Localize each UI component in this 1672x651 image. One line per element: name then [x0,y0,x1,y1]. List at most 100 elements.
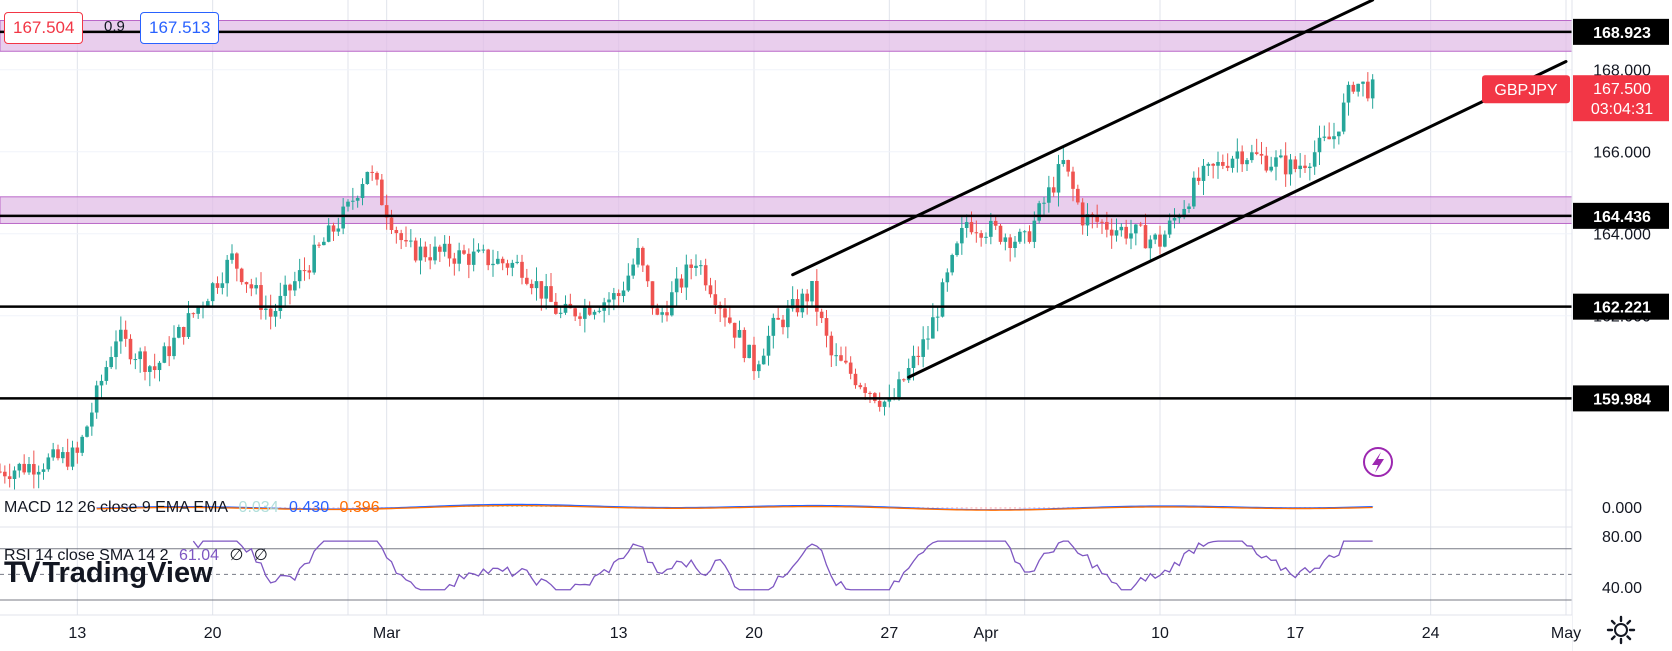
tradingview-mark-icon: TV [4,556,40,589]
candle-body [1303,165,1307,169]
candle-body [684,264,689,288]
candle-body [887,398,892,402]
candle-body [699,265,703,267]
channel-upper-line [791,0,1375,277]
candle-body [694,265,698,268]
candle-body [7,476,12,480]
candle-body [1283,155,1288,175]
candle-body [1056,164,1061,193]
candle-body [56,449,60,459]
candle-body [752,344,756,372]
time-tick-label: May [1551,625,1581,642]
macd-legend[interactable]: MACD 12 26 close 9 EMA EMA 0.034 0.430 0… [4,499,386,517]
candle-body [1356,83,1360,92]
candle-body [940,282,945,317]
candle-body [974,232,979,234]
candle-body [1138,224,1143,226]
time-tick-label: Apr [974,625,1000,642]
candle-body [1230,158,1235,168]
candle-body [365,171,370,184]
candle-body [882,401,887,407]
candle-body [742,329,747,359]
candle-body [32,464,36,475]
candle-body [283,284,287,296]
rsi-axis-label: 40.00 [1602,580,1642,597]
candle-body [897,379,901,398]
rsi-legend[interactable]: RSI 14 close SMA 14 2 61.04 ∅ ∅ [4,545,274,565]
candle-body [486,249,490,266]
symbol-name: GBPJPY [1494,82,1557,99]
candle-body [1109,229,1114,236]
candle-body [413,240,418,261]
level-price-label: 162.221 [1593,300,1651,317]
candle-body [128,338,133,360]
candle-body [46,457,51,470]
candle-body [950,255,954,273]
candle-body [834,355,838,357]
level-price-tag [1573,202,1669,229]
candle-body [1201,165,1206,181]
bid-price[interactable]: 167.504 [4,12,84,44]
candle-body [607,299,611,303]
candle-body [326,225,331,242]
candle-body [177,326,181,338]
candle-body [1341,102,1346,132]
candle-body [157,362,162,371]
time-tick-label: 13 [610,625,628,642]
candle-body [481,249,486,251]
candle-body [360,183,365,198]
candle-body [152,366,157,371]
candle-body [815,280,819,312]
candle-body [844,360,848,363]
candle-body [829,335,834,356]
candle-body [931,317,935,339]
candle-body [138,351,142,360]
candle-body [805,293,809,302]
candle-body [1042,202,1046,204]
macd-value: 0.430 [289,499,330,516]
candle-body [984,236,988,238]
candle-body [636,247,640,265]
candle-body [70,447,75,467]
candle-body [1037,203,1041,221]
candle-body [626,275,631,291]
candle-body [80,436,84,453]
candle-body [438,246,442,252]
candle-body [273,310,278,317]
tradingview-logo[interactable]: TV TradingView [4,555,213,591]
candle-body [1221,162,1225,166]
candle-body [1250,152,1254,161]
level-price-tag [1573,385,1669,412]
candle-body [848,362,853,374]
candle-body [771,317,776,336]
candle-body [1134,224,1138,234]
candle-body [945,272,950,283]
macd-title: MACD 12 26 close 9 EMA EMA [4,499,229,516]
candle-body [346,201,350,207]
time-axis-bg [0,615,1572,651]
resistance-zone [0,196,1573,224]
candle-body [616,293,621,297]
candle-body [998,225,1003,242]
candle-body [1274,157,1278,167]
macd-pane [0,489,1572,511]
candle-body [703,265,708,286]
candle-body [786,308,790,328]
candle-body [1264,155,1269,171]
trend-channel [791,0,1568,379]
candle-body [1269,166,1273,171]
level-price-label: 168.923 [1593,25,1651,42]
candle-body [181,326,186,337]
horizontal-levels [0,30,1572,400]
time-tick-label: 13 [68,625,86,642]
lightning-icon[interactable] [1363,447,1393,477]
candle-body [665,312,669,316]
candle-body [1167,220,1172,235]
candle-body [631,264,635,276]
level-price-label: 164.436 [1593,209,1651,226]
ask-price[interactable]: 167.513 [140,12,220,44]
candle-body [1370,79,1375,99]
settings-gear-icon[interactable] [1604,613,1638,647]
candle-body [1254,152,1259,154]
